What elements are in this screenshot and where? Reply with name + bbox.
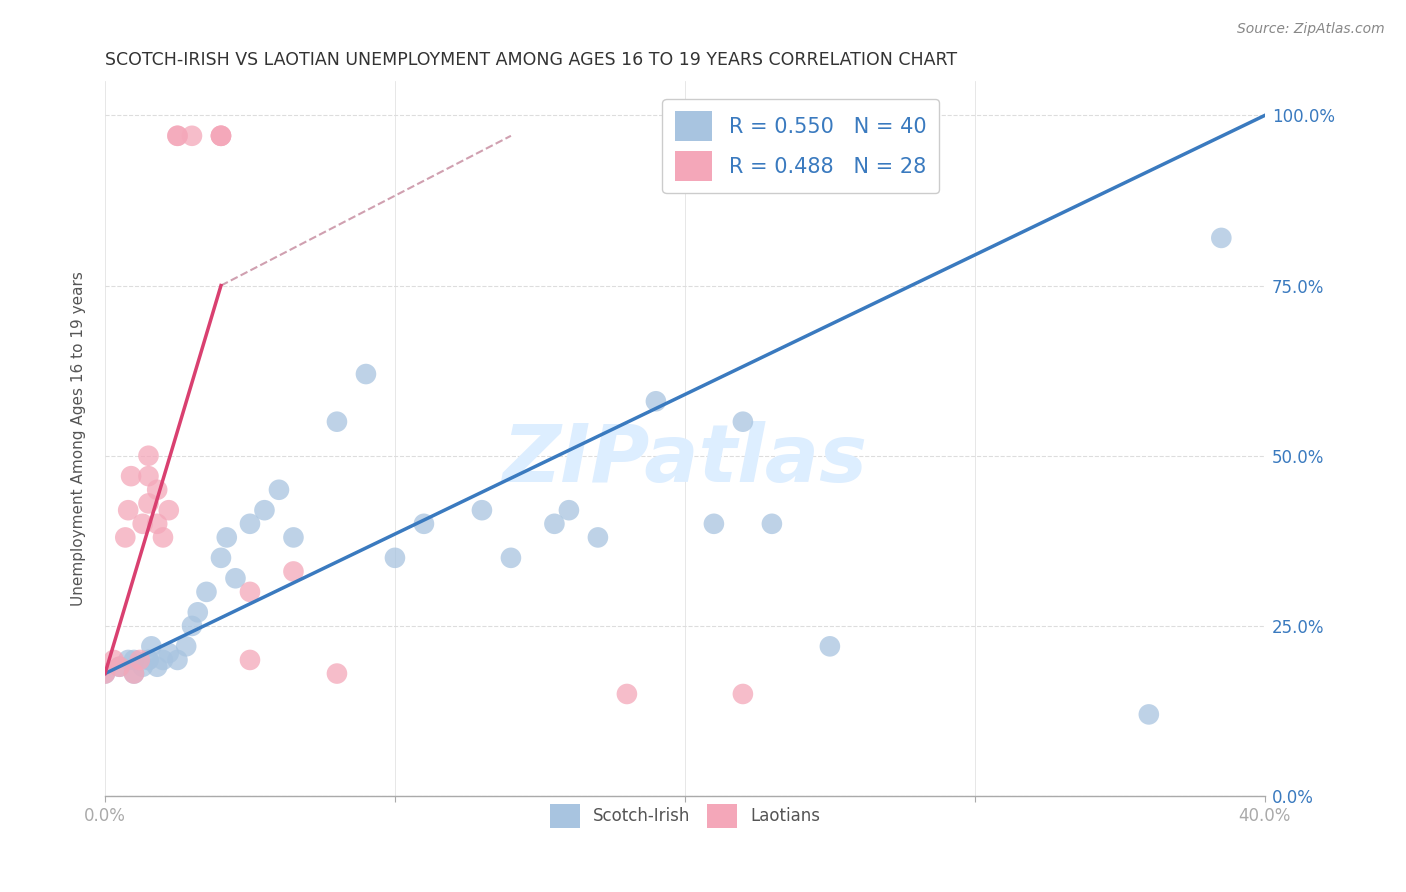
Point xyxy=(166,128,188,143)
Point xyxy=(94,666,117,681)
Point xyxy=(187,605,209,619)
Point xyxy=(174,640,197,654)
Point xyxy=(117,503,139,517)
Point xyxy=(117,653,139,667)
Point xyxy=(543,516,565,531)
Point xyxy=(239,653,262,667)
Point xyxy=(146,483,169,497)
Point xyxy=(122,666,145,681)
Point xyxy=(209,128,232,143)
Point xyxy=(354,367,377,381)
Point xyxy=(616,687,638,701)
Point xyxy=(195,585,218,599)
Point xyxy=(239,516,262,531)
Point xyxy=(138,653,160,667)
Point xyxy=(1211,231,1233,245)
Point xyxy=(103,653,125,667)
Point xyxy=(152,530,174,544)
Text: ZIPatlas: ZIPatlas xyxy=(502,421,868,500)
Point xyxy=(141,640,163,654)
Point xyxy=(731,415,754,429)
Point xyxy=(138,449,160,463)
Point xyxy=(166,128,188,143)
Point xyxy=(558,503,581,517)
Point xyxy=(138,653,160,667)
Point xyxy=(209,550,232,565)
Point xyxy=(94,666,117,681)
Point xyxy=(326,666,349,681)
Point xyxy=(108,659,131,673)
Point xyxy=(645,394,668,409)
Point xyxy=(138,469,160,483)
Point xyxy=(114,530,136,544)
Point xyxy=(209,128,232,143)
Point xyxy=(128,653,150,667)
Point xyxy=(108,659,131,673)
Point xyxy=(181,128,204,143)
Point xyxy=(131,516,153,531)
Point xyxy=(326,415,349,429)
Point xyxy=(181,619,204,633)
Point xyxy=(239,585,262,599)
Point xyxy=(131,659,153,673)
Point xyxy=(138,496,160,510)
Text: SCOTCH-IRISH VS LAOTIAN UNEMPLOYMENT AMONG AGES 16 TO 19 YEARS CORRELATION CHART: SCOTCH-IRISH VS LAOTIAN UNEMPLOYMENT AMO… xyxy=(105,51,957,69)
Point xyxy=(209,128,232,143)
Point xyxy=(215,530,238,544)
Point xyxy=(384,550,406,565)
Point xyxy=(157,646,180,660)
Point xyxy=(731,687,754,701)
Point xyxy=(157,503,180,517)
Point xyxy=(283,565,305,579)
Point xyxy=(267,483,290,497)
Point xyxy=(1137,707,1160,722)
Legend: Scotch-Irish, Laotians: Scotch-Irish, Laotians xyxy=(543,797,827,834)
Point xyxy=(703,516,725,531)
Point xyxy=(471,503,494,517)
Point xyxy=(761,516,783,531)
Text: Source: ZipAtlas.com: Source: ZipAtlas.com xyxy=(1237,22,1385,37)
Point xyxy=(283,530,305,544)
Point xyxy=(120,469,142,483)
Point xyxy=(586,530,609,544)
Point xyxy=(166,653,188,667)
Point xyxy=(499,550,522,565)
Point xyxy=(818,640,841,654)
Point xyxy=(152,653,174,667)
Point xyxy=(413,516,436,531)
Point xyxy=(122,666,145,681)
Point xyxy=(253,503,276,517)
Point xyxy=(146,516,169,531)
Point xyxy=(146,659,169,673)
Point xyxy=(122,653,145,667)
Y-axis label: Unemployment Among Ages 16 to 19 years: Unemployment Among Ages 16 to 19 years xyxy=(72,271,86,607)
Point xyxy=(224,571,246,585)
